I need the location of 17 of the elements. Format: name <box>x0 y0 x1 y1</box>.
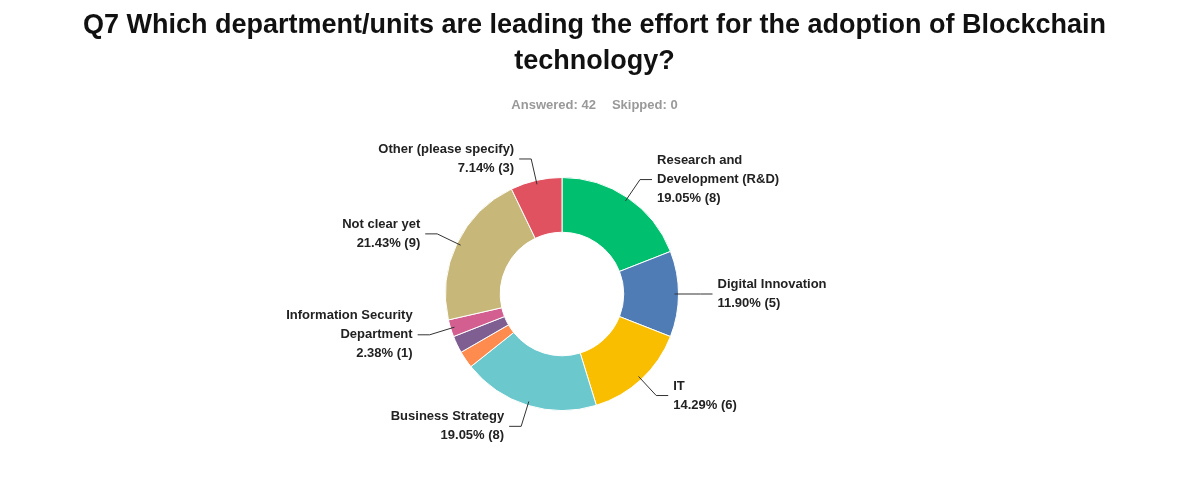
slice-label: Other (please specify) <box>378 141 515 157</box>
data-label: 14.29% (6) <box>673 396 737 412</box>
data-label: 19.05% (8) <box>440 427 505 443</box>
slice-label: Digital Innovation <box>717 276 827 292</box>
data-label: 7.14% (3) <box>457 160 515 176</box>
data-label: 2.38% (1) <box>356 345 413 361</box>
slice-label: Information Security Department <box>286 307 414 342</box>
slice-label: IT <box>673 377 685 393</box>
data-label: 19.05% (8) <box>657 190 721 206</box>
slice-label: Business Strategy <box>390 408 505 424</box>
slice-label: Not clear yet <box>342 215 421 231</box>
data-label: 21.43% (9) <box>356 234 421 250</box>
text: Skipped: 0 <box>611 97 678 112</box>
chart-title: Q7 Which department/units are leading the effort for the adoption of Blockchain technology? <box>81 8 1108 77</box>
data-label: 11.90% (5) <box>717 295 781 311</box>
text: Answered: 42 <box>511 97 596 112</box>
slice-label: Research and Development (R&D) <box>657 152 780 187</box>
